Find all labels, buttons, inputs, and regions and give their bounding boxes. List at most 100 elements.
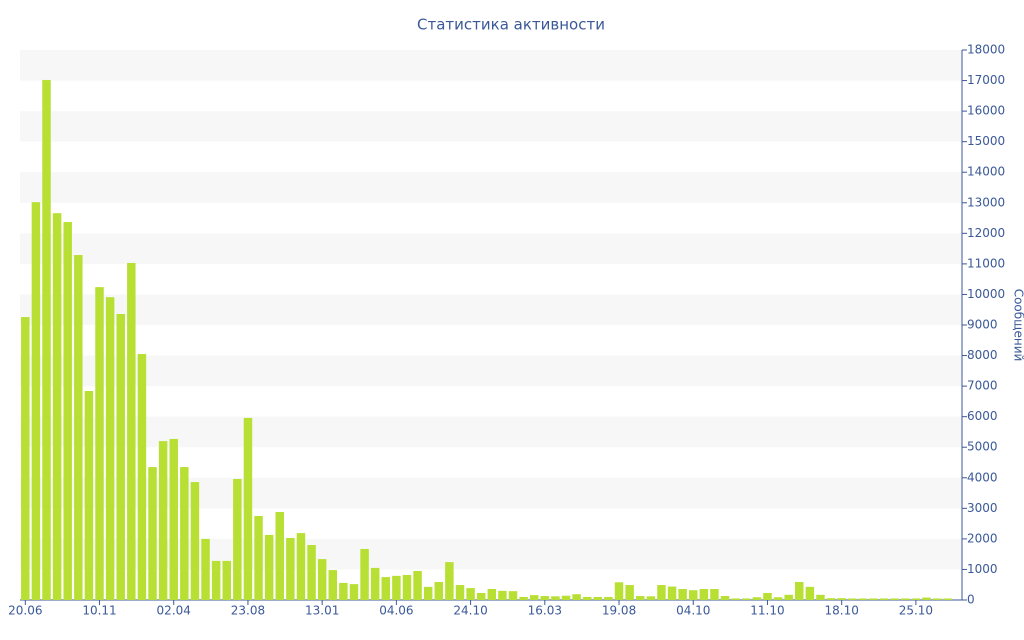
grid-band: [20, 355, 962, 387]
bar: [169, 438, 178, 600]
grid-band: [20, 50, 962, 81]
y-tick-label: 8000: [967, 348, 998, 362]
bar: [667, 586, 677, 600]
bar: [243, 417, 253, 600]
bar: [890, 598, 899, 600]
bar: [105, 297, 115, 600]
bar: [148, 467, 157, 600]
bar: [604, 596, 613, 600]
bar: [307, 545, 316, 600]
bar: [784, 594, 793, 600]
bar: [116, 314, 125, 600]
bar: [869, 598, 878, 600]
x-tick-label: 13.01: [305, 604, 339, 618]
bar: [678, 589, 687, 600]
bar: [508, 591, 518, 600]
x-tick-label: 10.11: [82, 604, 116, 618]
y-tick-label: 13000: [967, 195, 1005, 209]
x-tick-label: 18.10: [824, 604, 858, 618]
bar: [529, 595, 539, 600]
bar: [137, 354, 147, 600]
x-tick-label: 11.10: [750, 604, 784, 618]
y-tick-label: 2000: [967, 531, 998, 545]
y-tick-label: 9000: [967, 318, 998, 332]
bar: [275, 512, 284, 600]
chart-title: Статистика активности: [417, 16, 605, 34]
bar: [519, 596, 528, 600]
bar: [339, 582, 348, 600]
bar: [158, 441, 168, 600]
bar: [911, 598, 921, 600]
bar: [498, 590, 507, 600]
y-tick-label: 17000: [967, 73, 1005, 87]
bar: [689, 590, 698, 600]
y-axis-title: Сообщений: [1012, 289, 1024, 362]
x-tick-label: 04.10: [676, 604, 710, 618]
bar: [264, 534, 274, 600]
bar: [837, 598, 846, 600]
bar: [582, 596, 592, 600]
y-tick-label: 15000: [967, 134, 1005, 148]
bar: [731, 598, 740, 600]
bar: [943, 598, 952, 600]
bar: [773, 597, 783, 600]
y-tick-label: 1000: [967, 562, 998, 576]
bar: [52, 213, 62, 600]
bar: [858, 598, 868, 600]
grid-band: [20, 111, 962, 142]
grid-band: [20, 233, 962, 264]
bar: [423, 586, 433, 600]
bar: [646, 596, 656, 600]
bar: [720, 596, 730, 600]
bar: [699, 589, 709, 600]
bar: [561, 595, 571, 600]
bar: [21, 317, 30, 600]
y-tick-label: 4000: [967, 470, 998, 484]
y-tick-label: 0: [967, 593, 975, 607]
bar: [233, 479, 242, 600]
bar: [932, 598, 942, 600]
x-tick-label: 04.06: [379, 604, 413, 618]
bar: [476, 592, 486, 600]
bar: [42, 79, 51, 600]
bar: [848, 598, 857, 600]
bar: [434, 581, 444, 600]
bar: [74, 255, 83, 600]
x-tick-label: 20.06: [8, 604, 42, 618]
bar: [879, 598, 889, 600]
x-tick-label: 02.04: [157, 604, 191, 618]
bar: [710, 589, 719, 600]
bar: [201, 538, 210, 600]
x-tick-label: 16.03: [528, 604, 562, 618]
x-tick-label: 24.10: [453, 604, 487, 618]
bar: [286, 537, 295, 600]
bar: [742, 598, 751, 600]
bar: [392, 575, 401, 600]
bar: [84, 391, 94, 600]
bar: [445, 562, 454, 600]
bar: [190, 482, 200, 600]
bar: [63, 222, 72, 600]
bar: [211, 560, 221, 600]
bar: [466, 588, 475, 600]
y-tick-label: 7000: [967, 379, 998, 393]
bar: [922, 597, 931, 600]
bar: [826, 598, 836, 600]
bar: [805, 586, 815, 600]
y-tick-label: 18000: [967, 43, 1005, 57]
bar: [901, 598, 910, 600]
y-tick-label: 11000: [967, 256, 1005, 270]
bar: [381, 577, 391, 600]
y-tick-label: 6000: [967, 409, 998, 423]
grid-band: [20, 172, 962, 203]
bar: [222, 560, 231, 600]
bar: [752, 597, 762, 600]
bar: [296, 533, 306, 600]
x-tick-label: 25.10: [899, 604, 933, 618]
bar: [31, 202, 41, 600]
x-tick-label: 19.08: [602, 604, 636, 618]
y-tick-label: 3000: [967, 501, 998, 515]
bar: [328, 570, 338, 600]
bar: [413, 570, 422, 600]
